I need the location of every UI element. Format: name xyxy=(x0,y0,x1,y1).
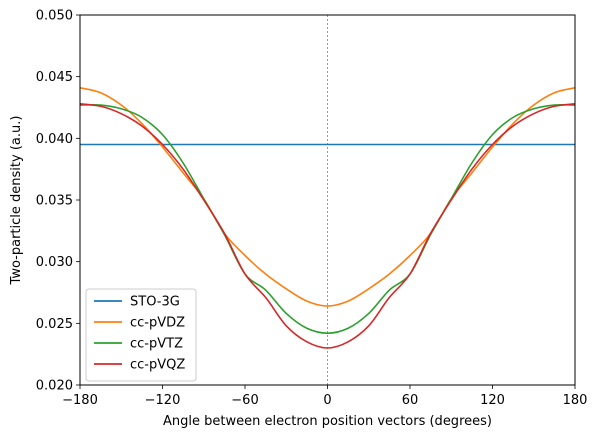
legend-box xyxy=(85,288,197,382)
x-tick-label: −60 xyxy=(231,393,258,408)
legend-label: STO-3G xyxy=(130,295,180,310)
y-tick-label: 0.020 xyxy=(36,379,73,394)
x-tick-label: −120 xyxy=(145,393,181,408)
series-line-cc-pvdz xyxy=(80,86,575,307)
y-tick-label: 0.025 xyxy=(36,317,73,332)
series-line-cc-pvqz xyxy=(80,103,575,349)
y-tick-label: 0.050 xyxy=(36,9,73,24)
x-tick-label: −180 xyxy=(62,393,98,408)
series-line-cc-pvtz xyxy=(80,103,575,335)
y-axis-label: Two-particle density (a.u.) xyxy=(9,116,24,286)
y-tick-label: 0.040 xyxy=(36,132,73,147)
x-tick-label: 60 xyxy=(402,393,419,408)
x-axis-label: Angle between electron position vectors … xyxy=(163,414,492,429)
x-tick-label: 180 xyxy=(563,393,588,408)
y-tick-label: 0.030 xyxy=(36,255,73,270)
legend-label: cc-pVQZ xyxy=(130,358,185,373)
legend-label: cc-pVTZ xyxy=(130,337,183,352)
x-tick-label: 0 xyxy=(323,393,331,408)
legend-label: cc-pVDZ xyxy=(130,316,185,331)
y-tick-label: 0.035 xyxy=(36,194,73,209)
legend: STO-3G cc-pVDZ cc-pVTZ cc-pVQZ xyxy=(85,288,197,382)
y-tick-label: 0.045 xyxy=(36,70,73,85)
x-tick-label: 120 xyxy=(480,393,505,408)
